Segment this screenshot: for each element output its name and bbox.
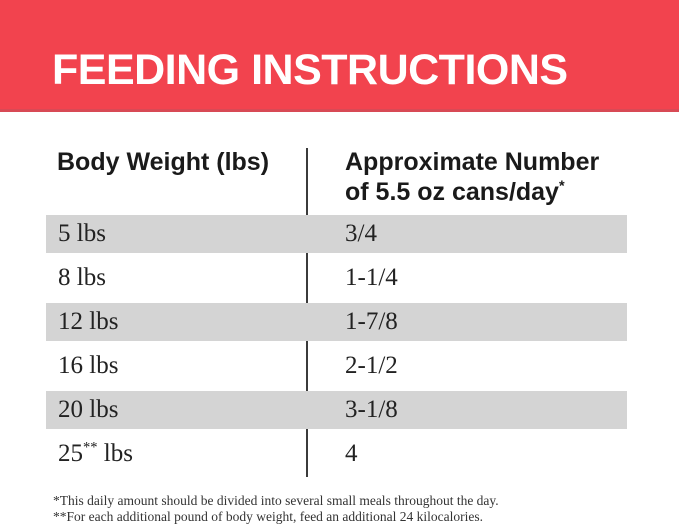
cans-cell: 1-1/4 (345, 264, 398, 291)
cans-cell: 2-1/2 (345, 352, 398, 379)
weight-cell: 8 lbs (58, 264, 106, 291)
table-row: 12 lbs 1-7/8 (46, 300, 627, 344)
footnote-daily-amount: *This daily amount should be divided int… (53, 493, 499, 508)
column-header-cans-line2: of 5.5 oz cans/day (345, 178, 559, 206)
table-row: 20 lbs 3-1/8 (46, 388, 627, 432)
column-header-cans-line1: Approximate Number (345, 148, 600, 176)
cans-cell: 3-1/8 (345, 396, 398, 423)
table-row: 25** lbs 4 (46, 432, 627, 476)
cans-cell: 1-7/8 (345, 308, 398, 335)
weight-cell: 12 lbs (58, 308, 119, 335)
cans-cell: 4 (345, 440, 358, 467)
weight-cell: 20 lbs (58, 396, 119, 423)
cans-cell: 3/4 (345, 220, 377, 247)
header-banner: FEEDING INSTRUCTIONS (0, 0, 679, 112)
weight-cell: 25** lbs (58, 439, 133, 467)
page-title: FEEDING INSTRUCTIONS (52, 46, 568, 94)
footnote-marker-double: ** (83, 439, 98, 456)
footnotes: *This daily amount should be divided int… (53, 493, 499, 524)
feeding-table: 5 lbs 3/4 8 lbs 1-1/4 12 lbs 1-7/8 16 lb… (46, 212, 627, 476)
column-header-cans-per-day: Approximate Number of 5.5 oz cans/day* (345, 147, 599, 207)
column-header-body-weight: Body Weight (lbs) (57, 148, 270, 176)
weight-cell: 5 lbs (58, 220, 106, 247)
weight-cell: 16 lbs (58, 352, 119, 379)
table-row: 8 lbs 1-1/4 (46, 256, 627, 300)
table-row: 16 lbs 2-1/2 (46, 344, 627, 388)
footnote-marker-single: * (558, 178, 565, 195)
table-row: 5 lbs 3/4 (46, 212, 627, 256)
footnote-additional-pound: **For each additional pound of body weig… (53, 508, 484, 524)
